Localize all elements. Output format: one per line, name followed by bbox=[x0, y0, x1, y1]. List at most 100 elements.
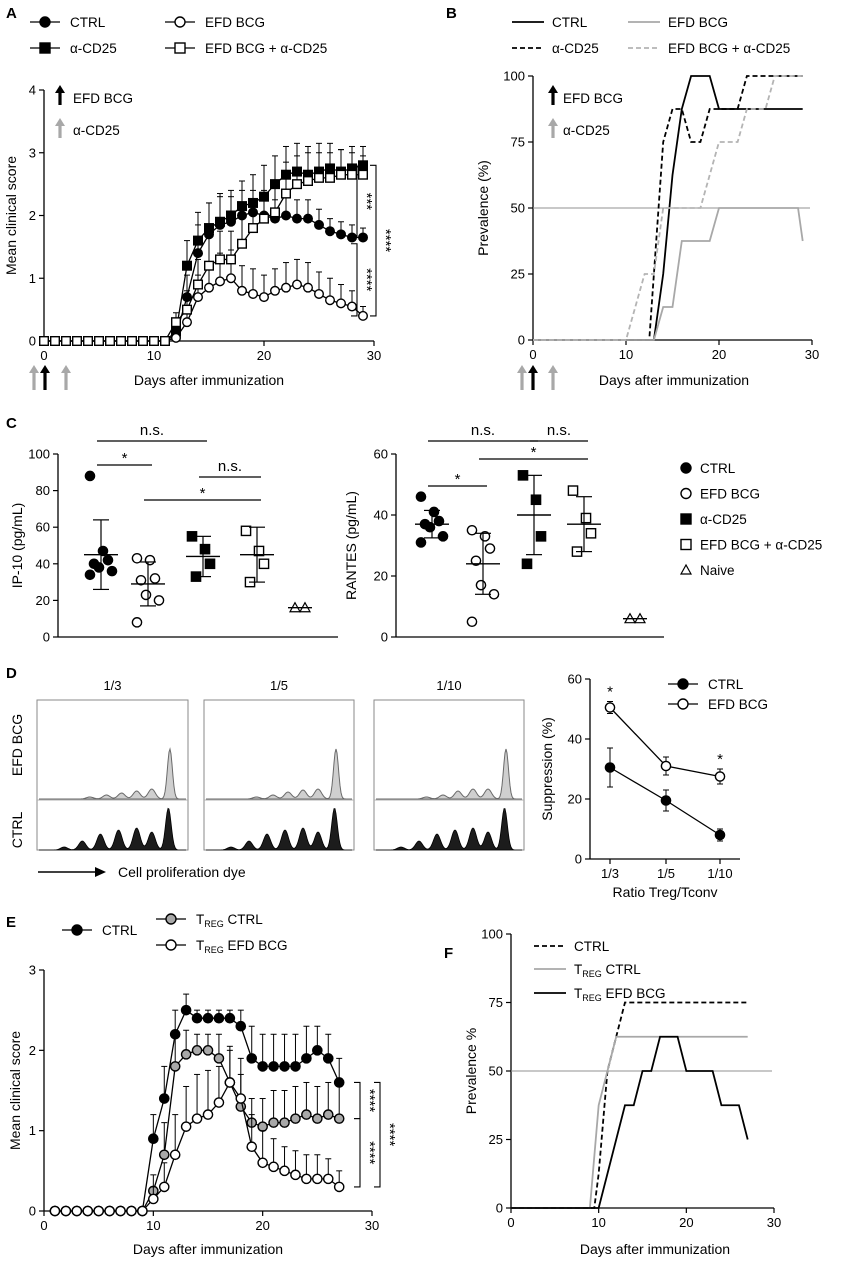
panel-label-c: C bbox=[6, 415, 17, 432]
arrow-head bbox=[55, 118, 65, 126]
series-line bbox=[44, 174, 363, 342]
legend-marker bbox=[174, 42, 186, 54]
data-point bbox=[279, 1061, 290, 1072]
data-point bbox=[84, 569, 96, 581]
legend-label: TREG CTRL bbox=[196, 912, 263, 929]
group-efd-bcg-cd25 bbox=[240, 525, 274, 588]
data-point bbox=[530, 494, 542, 506]
data-point bbox=[484, 543, 496, 554]
data-point bbox=[104, 1205, 115, 1217]
legend-label: EFD BCG bbox=[205, 15, 265, 30]
data-point bbox=[347, 169, 358, 180]
y-tick-label: 40 bbox=[374, 508, 388, 523]
y-tick-label: 2 bbox=[29, 1043, 36, 1058]
legend-label: CTRL bbox=[552, 15, 588, 30]
legend-label: CTRL bbox=[574, 939, 610, 954]
comparison-label: n.s. bbox=[218, 458, 242, 475]
data-point bbox=[415, 537, 427, 548]
arrow-legend-black bbox=[55, 85, 65, 105]
x-tick-label: 20 bbox=[712, 347, 726, 362]
group-efd-bcg-cd25 bbox=[567, 485, 601, 557]
injection-arrow-acd25 bbox=[29, 365, 39, 390]
data-point bbox=[322, 1173, 334, 1185]
data-point bbox=[159, 336, 170, 347]
data-point bbox=[235, 1020, 247, 1032]
y-tick-label: 100 bbox=[503, 69, 525, 84]
group--cd25 bbox=[517, 470, 551, 570]
data-point bbox=[158, 1149, 170, 1161]
data-point bbox=[336, 169, 347, 180]
significance-bracket: *** bbox=[351, 164, 375, 239]
data-point bbox=[213, 1012, 225, 1024]
data-point bbox=[104, 336, 115, 347]
group-naive bbox=[288, 601, 312, 613]
data-point bbox=[82, 336, 93, 347]
injection-arrow-acd25 bbox=[61, 365, 71, 390]
histogram-ctrl bbox=[206, 808, 352, 851]
histogram-ctrl bbox=[376, 808, 522, 851]
data-point bbox=[169, 1061, 181, 1072]
data-point bbox=[224, 1077, 236, 1088]
legend-entry: α-CD25 bbox=[512, 41, 599, 56]
legend-label: CTRL bbox=[700, 461, 736, 476]
data-point bbox=[301, 1053, 312, 1064]
y-axis-title: Prevalence % bbox=[463, 1028, 479, 1114]
bracket-line bbox=[354, 1118, 361, 1188]
data-point bbox=[333, 1077, 345, 1088]
bracket-line bbox=[374, 1081, 381, 1188]
histogram-efd-bcg bbox=[206, 748, 352, 800]
arrow-legend-black bbox=[548, 85, 558, 105]
bracket-line bbox=[370, 164, 377, 317]
data-point bbox=[192, 248, 203, 259]
data-point bbox=[470, 555, 482, 567]
data-point bbox=[303, 213, 314, 224]
comparison: n.s. bbox=[428, 422, 538, 442]
data-point bbox=[192, 279, 203, 290]
injection-arrow-efd bbox=[528, 365, 538, 390]
series-line-efd-bcg-cd25 bbox=[533, 75, 803, 341]
x-tick-label: 10 bbox=[147, 348, 161, 363]
data-point bbox=[71, 1205, 83, 1217]
panel-label-f: F bbox=[444, 945, 453, 962]
dot-plot-c2: 0 20 40 60 RANTES (pg/mL) * n.s. * n.s. bbox=[343, 422, 664, 645]
data-point bbox=[325, 226, 336, 237]
data-point bbox=[415, 491, 427, 503]
data-point bbox=[292, 179, 303, 190]
y-axis-title: IP-10 (pg/mL) bbox=[9, 503, 25, 589]
x-tick-label: 20 bbox=[679, 1215, 693, 1230]
y-axis-title: Mean clinical score bbox=[3, 156, 19, 275]
legend-entry: EFD BCG + α-CD25 bbox=[680, 538, 822, 553]
data-point bbox=[181, 260, 192, 271]
y-axis-title: Suppression (%) bbox=[539, 717, 555, 821]
data-point bbox=[106, 565, 118, 577]
data-point bbox=[148, 1193, 159, 1205]
legend-label: Naive bbox=[700, 563, 735, 578]
data-point bbox=[235, 1093, 247, 1104]
legend-entry: EFD BCG bbox=[668, 697, 768, 712]
x-tick-label: 1/10 bbox=[707, 866, 732, 881]
group-efd-bcg bbox=[466, 524, 500, 628]
histogram-frame bbox=[373, 699, 525, 851]
data-point bbox=[281, 188, 292, 199]
series-efd-bcg-cd25 bbox=[39, 149, 369, 347]
y-tick-label: 25 bbox=[489, 1132, 503, 1147]
data-point bbox=[82, 1205, 94, 1217]
x-axis-title: Ratio Treg/Tconv bbox=[612, 884, 717, 900]
legend-marker bbox=[174, 16, 186, 28]
data-point bbox=[437, 531, 449, 542]
data-point bbox=[660, 795, 672, 806]
data-point bbox=[214, 254, 225, 265]
legend-marker bbox=[71, 924, 83, 936]
y-tick-label: 20 bbox=[36, 593, 50, 608]
data-point bbox=[325, 172, 336, 183]
data-point bbox=[279, 1117, 290, 1128]
x-tick-label: 1/3 bbox=[601, 866, 619, 881]
data-point bbox=[428, 506, 440, 518]
legend-marker bbox=[165, 939, 177, 951]
legend-entry: CTRL bbox=[680, 461, 736, 476]
legend-marker bbox=[39, 42, 51, 54]
bracket-label: **** bbox=[361, 1089, 378, 1113]
comparison-label: * bbox=[455, 471, 461, 488]
arrow-legend-label: EFD BCG bbox=[73, 91, 133, 106]
data-point bbox=[93, 1205, 104, 1217]
